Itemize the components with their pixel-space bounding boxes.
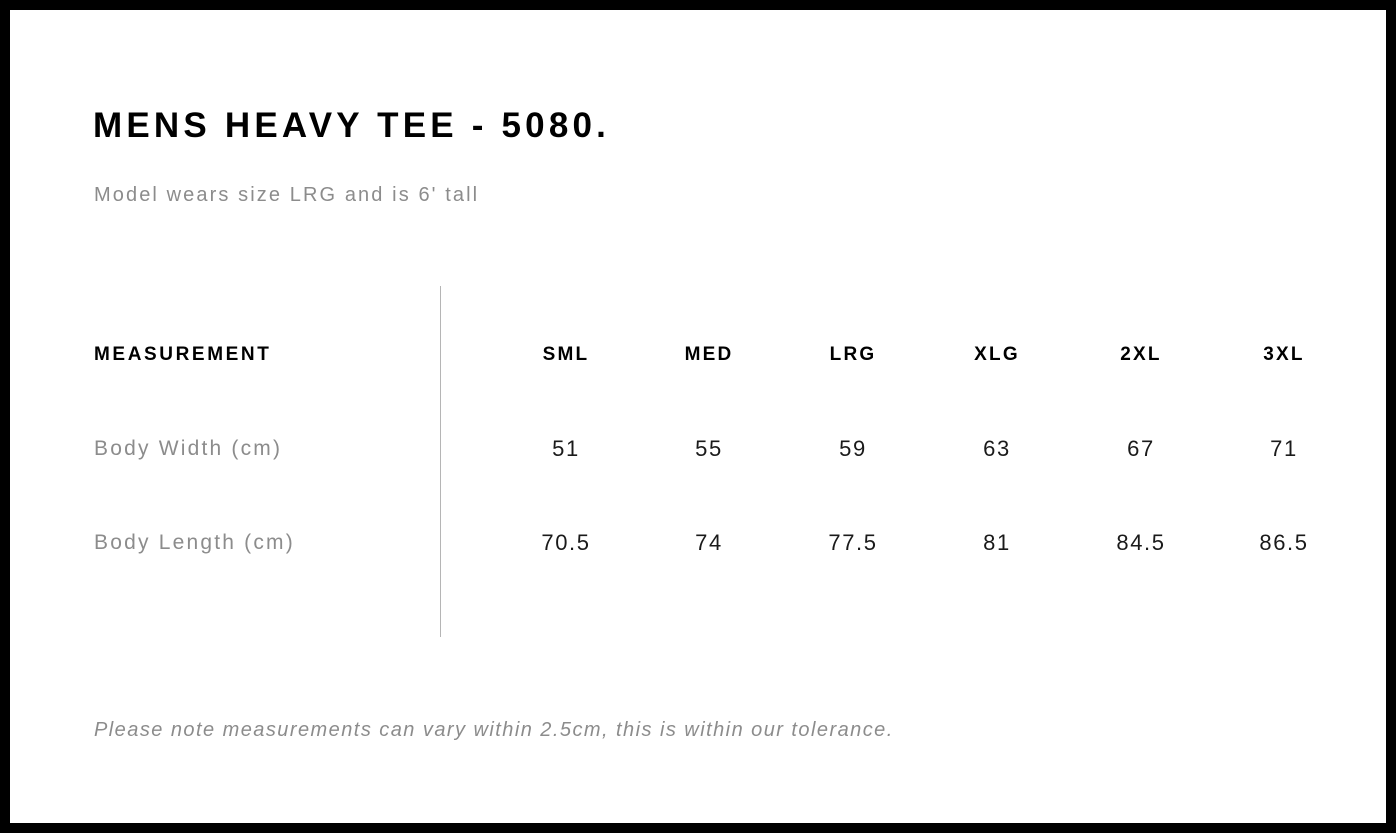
- page-title: MENS HEAVY TEE - 5080.: [93, 106, 611, 145]
- tolerance-note: Please note measurements can vary within…: [94, 719, 894, 741]
- cell-body-width-xlg: 63: [983, 436, 1011, 461]
- cell-body-width-2xl: 67: [1127, 436, 1155, 461]
- table-header-row: MEASUREMENT SML MED LRG XLG 2XL 3XL: [10, 340, 1386, 434]
- cell-body-width-sml: 51: [552, 436, 580, 461]
- column-header-sml: SML: [542, 344, 590, 365]
- cell-body-width-lrg: 59: [839, 436, 867, 461]
- column-header-3xl: 3XL: [1263, 344, 1305, 365]
- cell-body-length-lrg: 77.5: [828, 530, 878, 555]
- table-vertical-divider: [440, 286, 441, 637]
- cell-body-length-2xl: 84.5: [1116, 530, 1166, 555]
- column-header-lrg: LRG: [829, 344, 877, 365]
- model-fit-note: Model wears size LRG and is 6' tall: [94, 184, 480, 206]
- table-row: Body Width (cm) 51 55 59 63 67 71: [10, 434, 1386, 528]
- column-header-2xl: 2XL: [1120, 344, 1162, 365]
- cell-body-length-med: 74: [695, 530, 723, 555]
- cell-body-width-3xl: 71: [1270, 436, 1298, 461]
- cell-body-length-xlg: 81: [983, 530, 1011, 555]
- row-label-body-length: Body Length (cm): [94, 531, 295, 554]
- cell-body-length-sml: 70.5: [541, 530, 591, 555]
- cell-body-length-3xl: 86.5: [1259, 530, 1309, 555]
- row-label-body-width: Body Width (cm): [94, 437, 283, 460]
- column-header-measurement: MEASUREMENT: [94, 344, 272, 365]
- size-table: MEASUREMENT SML MED LRG XLG 2XL 3XL Body…: [10, 340, 1386, 622]
- column-header-xlg: XLG: [974, 344, 1020, 365]
- column-header-med: MED: [684, 344, 734, 365]
- size-chart-panel: MENS HEAVY TEE - 5080. Model wears size …: [10, 10, 1386, 823]
- table-row: Body Length (cm) 70.5 74 77.5 81 84.5 86…: [10, 528, 1386, 622]
- cell-body-width-med: 55: [695, 436, 723, 461]
